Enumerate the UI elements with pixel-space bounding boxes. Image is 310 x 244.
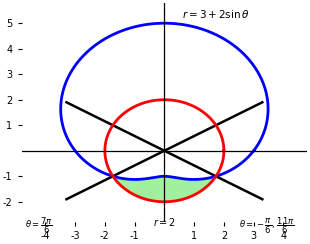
Text: $\theta = -\dfrac{\pi}{6},\,\dfrac{11\pi}{6}$: $\theta = -\dfrac{\pi}{6},\,\dfrac{11\pi… <box>239 216 294 236</box>
Text: $r = 3 + 2\sin\theta$: $r = 3 + 2\sin\theta$ <box>182 8 249 20</box>
Text: $r = 2$: $r = 2$ <box>153 216 177 228</box>
Polygon shape <box>113 176 216 202</box>
Text: $\theta = \dfrac{7\pi}{6}$: $\theta = \dfrac{7\pi}{6}$ <box>24 216 52 236</box>
